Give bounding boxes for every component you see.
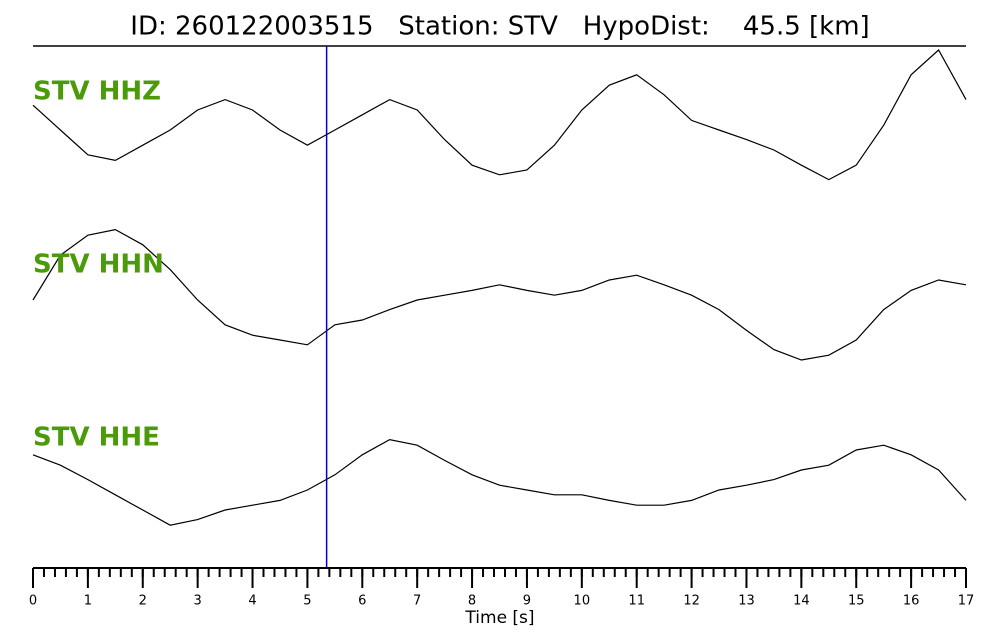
x-tick-label: 17: [958, 594, 975, 609]
x-tick-label: 2: [139, 594, 147, 609]
x-tick-label: 11: [628, 594, 645, 609]
trace-label: STV HHE: [33, 423, 160, 453]
x-tick-label: 13: [738, 594, 755, 609]
trace: [32, 438, 967, 526]
x-tick-label: 0: [29, 594, 37, 609]
x-axis-label: Time [s]: [464, 608, 534, 628]
trace: [32, 228, 967, 361]
x-tick-label: 4: [248, 594, 256, 609]
x-tick-label: 16: [903, 594, 920, 609]
x-tick-label: 10: [574, 594, 591, 609]
chart-title: ID: 260122003515 Station: STV HypoDist: …: [130, 12, 869, 42]
trace-label: STV HHN: [33, 250, 164, 280]
x-tick-label: 14: [793, 594, 810, 609]
x-tick-label: 1: [84, 594, 92, 609]
x-tick-label: 9: [523, 594, 531, 609]
trace: [32, 49, 967, 181]
x-tick-label: 3: [194, 594, 202, 609]
trace-label: STV HHZ: [33, 77, 161, 107]
x-tick-label: 8: [468, 594, 476, 609]
x-tick-label: 15: [848, 594, 865, 609]
x-tick-label: 7: [413, 594, 421, 609]
x-tick-label: 12: [683, 594, 700, 609]
x-tick-label: 5: [303, 594, 311, 609]
x-tick-label: 6: [358, 594, 366, 609]
